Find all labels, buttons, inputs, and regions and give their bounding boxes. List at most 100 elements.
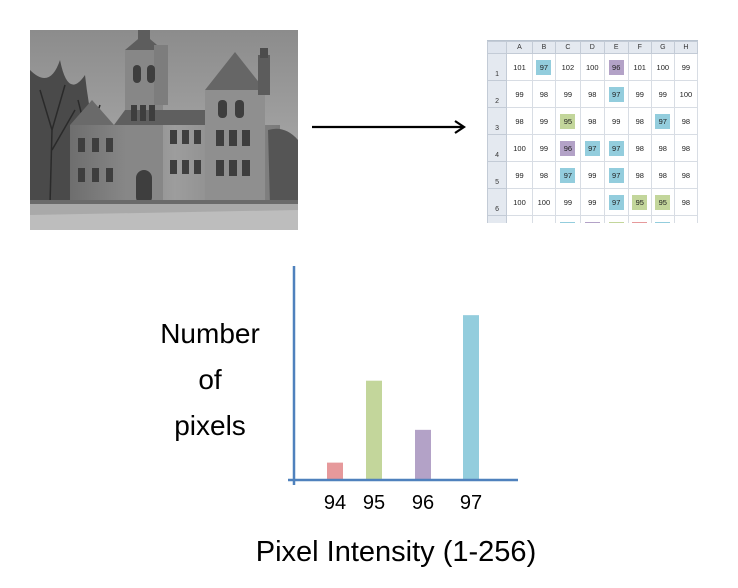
cell-value: 99 <box>658 89 667 99</box>
table-cell[interactable]: 98 <box>673 107 698 135</box>
cell-value: 99 <box>635 89 644 99</box>
cell-value: 95 <box>655 194 671 210</box>
cell-value: 98 <box>515 116 524 126</box>
row-header[interactable]: 6 <box>487 188 508 216</box>
table-cell[interactable]: 95 <box>554 107 581 135</box>
table-cell[interactable]: 97 <box>579 134 605 162</box>
y-axis-label-line-3: pixels <box>174 410 246 441</box>
cell-value: 98 <box>588 89 597 99</box>
table-cell[interactable]: 98 <box>579 80 605 108</box>
table-cell[interactable]: 97 <box>531 53 556 81</box>
cell-value: 99 <box>588 170 597 180</box>
cell-value: 97 <box>560 221 576 223</box>
table-cell[interactable]: 99 <box>579 161 605 189</box>
tick-label-95: 95 <box>363 492 385 514</box>
cell-value: 97 <box>655 113 671 129</box>
cell-value: 96 <box>560 140 576 156</box>
row-header[interactable]: 2 <box>487 80 508 108</box>
table-cell[interactable]: 100 <box>673 80 698 108</box>
cell-value: 99 <box>515 89 524 99</box>
cell-value: 99 <box>563 89 573 99</box>
cell-value: 99 <box>563 197 573 207</box>
cell-value: 98 <box>681 197 691 207</box>
table-row: 4 100 99 96 97 97 98 98 98 <box>487 134 698 162</box>
table-cell[interactable]: 97 <box>554 161 581 189</box>
cell-value: 98 <box>681 116 691 126</box>
cell-value: 98 <box>539 170 549 180</box>
cell-value: 98 <box>681 143 691 153</box>
bar-94 <box>327 462 343 479</box>
table-cell[interactable]: 98 <box>673 161 698 189</box>
cell-value: 95 <box>632 194 648 210</box>
tick-label-97: 97 <box>460 492 482 514</box>
table-cell[interactable]: 96 <box>603 53 629 81</box>
cell-value: 98 <box>658 143 667 153</box>
cell-value: 98 <box>635 143 644 153</box>
row-header[interactable]: 3 <box>487 107 508 135</box>
cell-value: 99 <box>588 197 597 207</box>
table-cell[interactable]: 99 <box>579 188 605 216</box>
table-cell[interactable]: 99 <box>673 53 698 81</box>
row-header[interactable]: 1 <box>487 53 508 81</box>
column-header[interactable]: B <box>531 41 556 54</box>
grayscale-building-photo <box>30 30 298 230</box>
cell-value: 99 <box>681 62 691 72</box>
column-header[interactable]: D <box>579 41 605 54</box>
cell-value: 99 <box>515 170 524 180</box>
row-header[interactable]: 7 <box>487 215 508 223</box>
cell-value: 98 <box>658 170 667 180</box>
bar-96 <box>415 429 431 479</box>
table-row: 79998979695949799 <box>487 215 698 223</box>
column-header[interactable]: H <box>673 41 698 54</box>
table-cell[interactable]: 100 <box>531 188 556 216</box>
cell-value: 100 <box>537 197 551 207</box>
table-cell[interactable]: 98 <box>627 134 652 162</box>
cell-value: 98 <box>681 170 691 180</box>
cell-value: 94 <box>632 221 648 223</box>
cell-value: 101 <box>633 62 646 72</box>
table-cell[interactable]: 98 <box>673 134 698 162</box>
cell-value: 96 <box>584 221 600 223</box>
table-cell[interactable]: 97 <box>603 80 629 108</box>
table-cell[interactable]: 98 <box>531 215 556 223</box>
tick-label-94: 94 <box>324 492 346 514</box>
table-cell[interactable]: 98 <box>650 134 675 162</box>
cell-value: 97 <box>608 167 624 183</box>
y-axis-label-line-1: Number <box>160 318 260 349</box>
cell-value: 97 <box>655 221 671 223</box>
cell-value: 95 <box>608 221 624 223</box>
cell-value: 99 <box>539 143 549 153</box>
row-header[interactable]: 4 <box>487 134 508 162</box>
bar-97 <box>463 315 479 479</box>
cell-value: 100 <box>586 62 599 72</box>
bar-95 <box>366 380 382 479</box>
table-cell[interactable]: 99 <box>627 80 652 108</box>
cell-value: 95 <box>560 113 576 129</box>
x-axis-label: Pixel Intensity (1-256) <box>256 536 536 568</box>
cell-value: 97 <box>536 59 552 75</box>
table-cell[interactable]: 98 <box>673 188 698 216</box>
column-header[interactable]: E <box>603 41 629 54</box>
cell-value: 97 <box>560 167 576 183</box>
cell-value: 97 <box>608 86 624 102</box>
y-axis-label-line-2: of <box>198 364 222 395</box>
cell-value: 99 <box>612 116 621 126</box>
cell-value: 100 <box>513 197 526 207</box>
cell-value: 98 <box>635 170 644 180</box>
cell-value: 100 <box>513 143 526 153</box>
cell-value: 97 <box>584 140 600 156</box>
cell-value: 100 <box>679 89 693 99</box>
table-cell[interactable]: 100 <box>506 188 533 216</box>
cell-value: 101 <box>513 62 526 72</box>
table-cell[interactable]: 99 <box>531 134 556 162</box>
table-cell[interactable]: 97 <box>603 134 629 162</box>
table-row: 6 100 100 99 99 97 95 95 98 <box>487 188 698 216</box>
cell-value: 98 <box>539 89 549 99</box>
right-arrow-icon <box>312 120 466 134</box>
table-cell[interactable]: 99 <box>673 215 698 223</box>
table-cell[interactable]: 98 <box>627 107 652 135</box>
cell-value: 100 <box>656 62 670 72</box>
table-cell[interactable]: 96 <box>554 134 581 162</box>
